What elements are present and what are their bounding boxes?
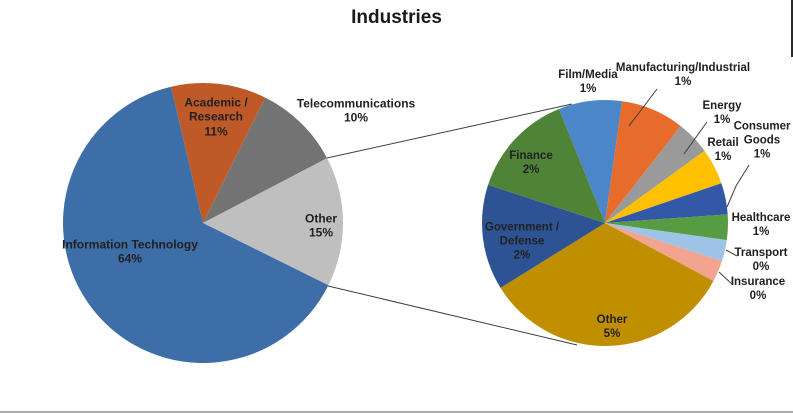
screen-edge-artifact-bottom xyxy=(0,411,793,413)
slice-healthcare xyxy=(605,214,728,241)
slice-manufacturing-industrial xyxy=(605,101,681,223)
slice-insurance xyxy=(605,223,722,282)
slice-finance xyxy=(488,108,605,223)
slice-retail xyxy=(605,150,722,223)
slice-other-secondary xyxy=(500,223,714,346)
leader-line-transport xyxy=(725,249,738,257)
slice-transport xyxy=(605,223,727,262)
leader-line-consumer-goods xyxy=(726,164,750,208)
primary-pie xyxy=(63,83,344,364)
leader-line-insurance xyxy=(718,271,734,286)
slice-academic-research xyxy=(171,83,266,223)
slice-energy xyxy=(605,126,705,223)
slice-information-technology xyxy=(63,86,329,364)
label-leader-lines xyxy=(628,88,750,286)
leader-line-energy xyxy=(683,121,708,155)
leader-line-manufacturing-industrial xyxy=(628,88,658,127)
slice-other-primary xyxy=(203,158,344,286)
slice-government-defense xyxy=(481,184,605,288)
series-line-top xyxy=(326,103,573,159)
series-connector-lines xyxy=(326,103,578,346)
series-line-bottom xyxy=(327,285,578,346)
screen-edge-artifact-right xyxy=(791,0,793,57)
slice-film-media xyxy=(558,100,623,223)
slice-telecommunications xyxy=(203,97,328,223)
secondary-pie xyxy=(481,100,728,346)
chart-title: Industries xyxy=(351,7,442,28)
slice-consumer-goods xyxy=(605,183,728,223)
